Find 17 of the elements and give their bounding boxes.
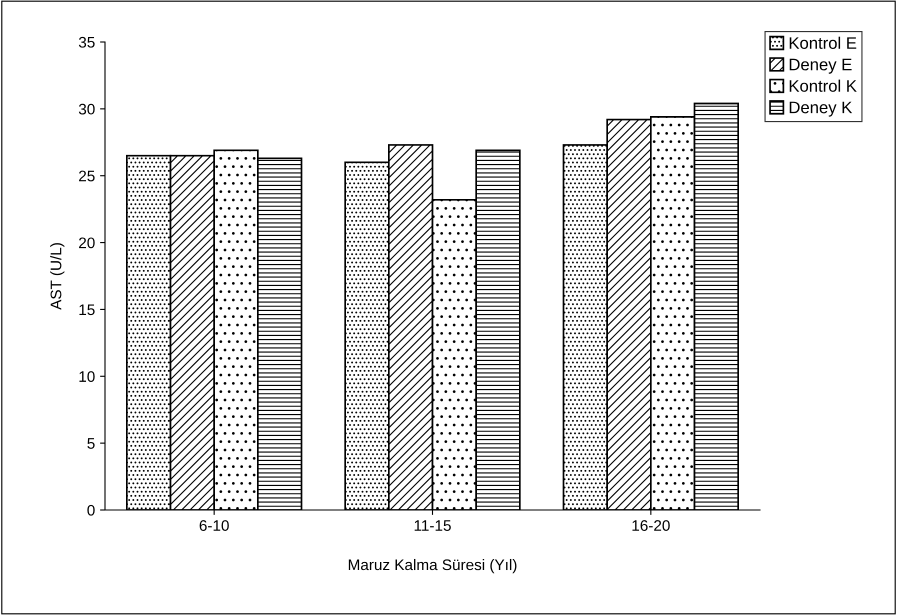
x-axis-title: Maruz Kalma Süresi (Yıl) <box>348 558 516 574</box>
y-tick-label: 0 <box>87 504 95 516</box>
y-tick-label: 30 <box>78 104 95 115</box>
legend-label: Kontrol K <box>790 80 857 92</box>
y-tick-label: 25 <box>79 170 95 182</box>
y-axis-title: AST (U/L) <box>50 243 64 310</box>
x-tick-label: 11-15 <box>414 520 451 531</box>
legend-label: Kontrol E <box>790 36 856 49</box>
legend-label: Deney K <box>790 102 852 117</box>
legend-label: Deney E <box>790 58 852 74</box>
y-tick-label: 10 <box>79 371 95 382</box>
y-tick-label: 15 <box>79 304 95 316</box>
x-tick-label: 16-20 <box>632 520 670 531</box>
x-tick-label: 6-10 <box>200 520 229 531</box>
y-tick-label: 35 <box>78 36 95 48</box>
y-tick-label: 5 <box>87 438 95 449</box>
y-tick-label: 20 <box>79 237 95 248</box>
